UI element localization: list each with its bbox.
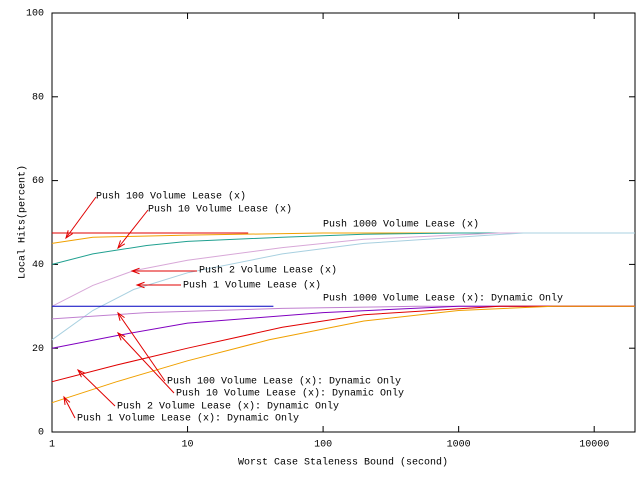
arrow-head [135,281,145,289]
series-line [51,232,635,265]
annotation: Push 2 Volume Lease (x): Dynamic Only [117,401,339,413]
arrow-head [76,368,86,378]
series-line [51,232,635,341]
x-tick-label: 100 [314,440,332,451]
arrow-head [117,240,126,250]
plot-frame [51,12,636,433]
series-line [51,305,635,320]
annotation: Push 1000 Volume Lease (x): Dynamic Only [323,293,563,305]
y-tick-label: 80 [32,92,44,103]
arrow-head [63,395,71,405]
annotation-arrow [77,369,116,407]
annotation: Push 10 Volume Lease (x): Dynamic Only [176,388,404,400]
x-tick-label: 1 [49,440,55,451]
x-axis-label: Worst Case Staleness Bound (second) [238,457,448,469]
annotation-arrow [117,312,166,382]
series-line [51,305,635,349]
y-tick-label: 20 [32,344,44,355]
annotation: Push 1 Volume Lease (x) [183,280,321,292]
annotation-arrow [117,332,175,394]
annotation: Push 100 Volume Lease (x): Dynamic Only [167,376,401,388]
arrow-head [130,267,140,275]
y-axis-label: Local Hits(percent) [17,165,29,279]
annotation: Push 2 Volume Lease (x) [199,265,337,277]
arrow-head [117,331,126,341]
y-tick-label: 0 [38,428,44,439]
annotation-arrow [63,396,76,419]
y-tick-label: 40 [32,260,44,271]
series-line [51,305,635,383]
x-tick-label: 10 [182,440,194,451]
arrow-head [65,230,73,240]
annotation: Push 10 Volume Lease (x) [148,204,292,216]
x-tick-label: 10000 [579,440,609,451]
annotation: Push 1000 Volume Lease (x) [323,219,479,231]
annotation-arrow [65,196,97,239]
arrow-head [117,311,125,321]
y-tick-label: 60 [32,176,44,187]
series-line [51,305,635,404]
x-tick-label: 1000 [447,440,471,451]
annotation: Push 1 Volume Lease (x): Dynamic Only [77,413,299,425]
annotation: Push 100 Volume Lease (x) [96,191,246,203]
y-tick-label: 100 [26,9,44,20]
series-line [51,232,635,307]
annotation-arrow [117,209,149,249]
